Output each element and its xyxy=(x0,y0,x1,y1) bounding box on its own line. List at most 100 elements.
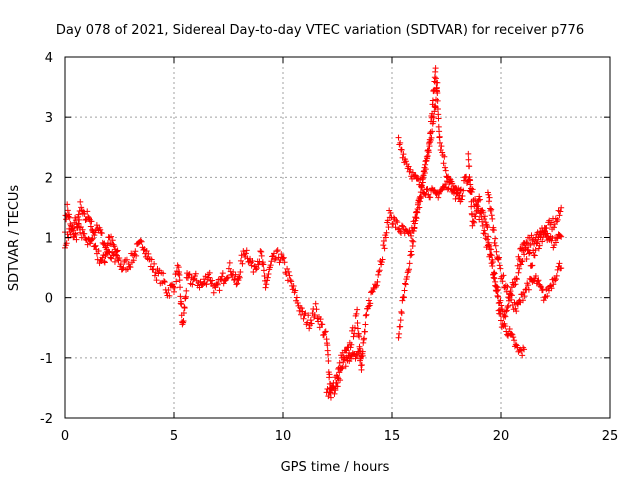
data-point-marker xyxy=(101,259,108,266)
data-point-marker xyxy=(508,292,515,299)
data-point-marker xyxy=(492,235,499,242)
data-point-marker xyxy=(171,284,178,291)
data-point-marker xyxy=(544,292,551,299)
data-point-marker xyxy=(421,170,428,177)
data-point-marker xyxy=(234,280,241,287)
data-point-marker xyxy=(84,241,91,248)
data-point-marker xyxy=(431,74,438,81)
data-point-marker xyxy=(97,226,104,233)
data-point-marker xyxy=(320,331,327,338)
data-point-marker xyxy=(425,149,432,156)
data-point-marker xyxy=(438,143,445,150)
data-point-marker xyxy=(413,215,420,222)
data-point-marker xyxy=(381,245,388,252)
data-point-marker xyxy=(488,212,495,219)
data-point-marker xyxy=(485,239,492,246)
data-point-marker xyxy=(402,281,409,288)
data-point-marker xyxy=(405,163,412,170)
data-point-marker xyxy=(160,278,167,285)
data-point-marker xyxy=(264,274,271,281)
data-point-marker xyxy=(487,207,494,214)
data-point-marker xyxy=(548,285,555,292)
data-point-marker xyxy=(395,134,402,141)
data-point-marker xyxy=(434,89,441,96)
data-point-marker xyxy=(205,274,212,281)
data-point-marker xyxy=(434,79,441,86)
data-point-marker xyxy=(239,260,246,267)
data-point-marker xyxy=(415,199,422,206)
data-point-marker xyxy=(412,172,419,179)
data-point-marker xyxy=(500,272,507,279)
data-point-marker xyxy=(268,258,275,265)
data-point-marker xyxy=(233,281,240,288)
data-point-marker xyxy=(203,281,210,288)
data-point-marker xyxy=(548,219,555,226)
data-point-marker xyxy=(304,319,311,326)
data-point-marker xyxy=(148,256,155,263)
data-point-marker xyxy=(439,149,446,156)
data-point-marker xyxy=(490,224,497,231)
data-point-marker xyxy=(280,255,286,262)
data-point-marker xyxy=(532,246,539,253)
data-point-marker xyxy=(504,283,511,290)
data-point-marker xyxy=(498,302,505,309)
data-point-marker xyxy=(436,128,443,135)
data-point-marker xyxy=(410,228,417,235)
data-point-marker xyxy=(307,317,314,324)
data-point-marker xyxy=(319,321,326,328)
data-point-marker xyxy=(161,279,168,286)
y-tick-label: 2 xyxy=(45,171,53,186)
data-point-marker xyxy=(492,283,499,290)
data-point-marker xyxy=(176,277,183,284)
data-point-marker xyxy=(508,296,515,303)
y-tick-label: -1 xyxy=(40,352,53,367)
data-point-marker xyxy=(472,196,479,203)
data-point-marker xyxy=(515,269,522,276)
data-point-marker xyxy=(548,237,555,244)
data-point-marker xyxy=(281,259,288,266)
data-point-marker xyxy=(535,245,542,252)
data-point-marker xyxy=(308,320,315,327)
data-point-marker xyxy=(252,266,259,273)
data-point-marker xyxy=(417,193,424,200)
data-point-marker xyxy=(503,288,510,295)
data-point-marker xyxy=(481,227,488,234)
data-point-marker xyxy=(185,271,192,278)
data-point-marker xyxy=(261,272,268,279)
data-point-marker xyxy=(306,325,313,332)
data-point-marker xyxy=(285,268,292,275)
data-point-marker xyxy=(488,260,495,267)
data-point-marker xyxy=(514,262,521,269)
data-point-marker xyxy=(75,211,82,218)
data-point-marker xyxy=(446,179,453,186)
data-point-marker xyxy=(506,326,513,333)
data-point-marker xyxy=(531,240,538,247)
data-point-marker xyxy=(130,257,137,264)
data-point-marker xyxy=(508,330,515,337)
data-point-marker xyxy=(492,242,499,249)
data-point-marker xyxy=(325,393,332,400)
data-point-marker xyxy=(177,293,184,300)
data-point-marker xyxy=(92,242,99,249)
data-point-marker xyxy=(358,362,365,369)
data-point-marker xyxy=(88,218,95,225)
data-point-marker xyxy=(416,195,423,202)
data-point-marker xyxy=(406,260,413,267)
data-point-marker xyxy=(467,188,474,195)
y-tick-label: 4 xyxy=(45,51,53,66)
data-point-marker xyxy=(352,355,359,362)
data-point-marker xyxy=(521,293,528,300)
data-point-marker xyxy=(527,241,534,248)
data-point-marker xyxy=(405,267,412,274)
data-point-marker xyxy=(339,364,346,371)
data-point-marker xyxy=(342,363,349,370)
data-point-marker xyxy=(521,251,528,258)
data-point-marker xyxy=(384,217,391,224)
data-point-marker xyxy=(468,198,475,205)
data-point-marker xyxy=(537,283,544,290)
data-point-marker xyxy=(353,310,360,317)
data-point-marker xyxy=(363,311,370,318)
x-tick-label: 10 xyxy=(275,429,292,444)
data-point-marker xyxy=(552,277,559,284)
data-point-marker xyxy=(99,254,106,261)
